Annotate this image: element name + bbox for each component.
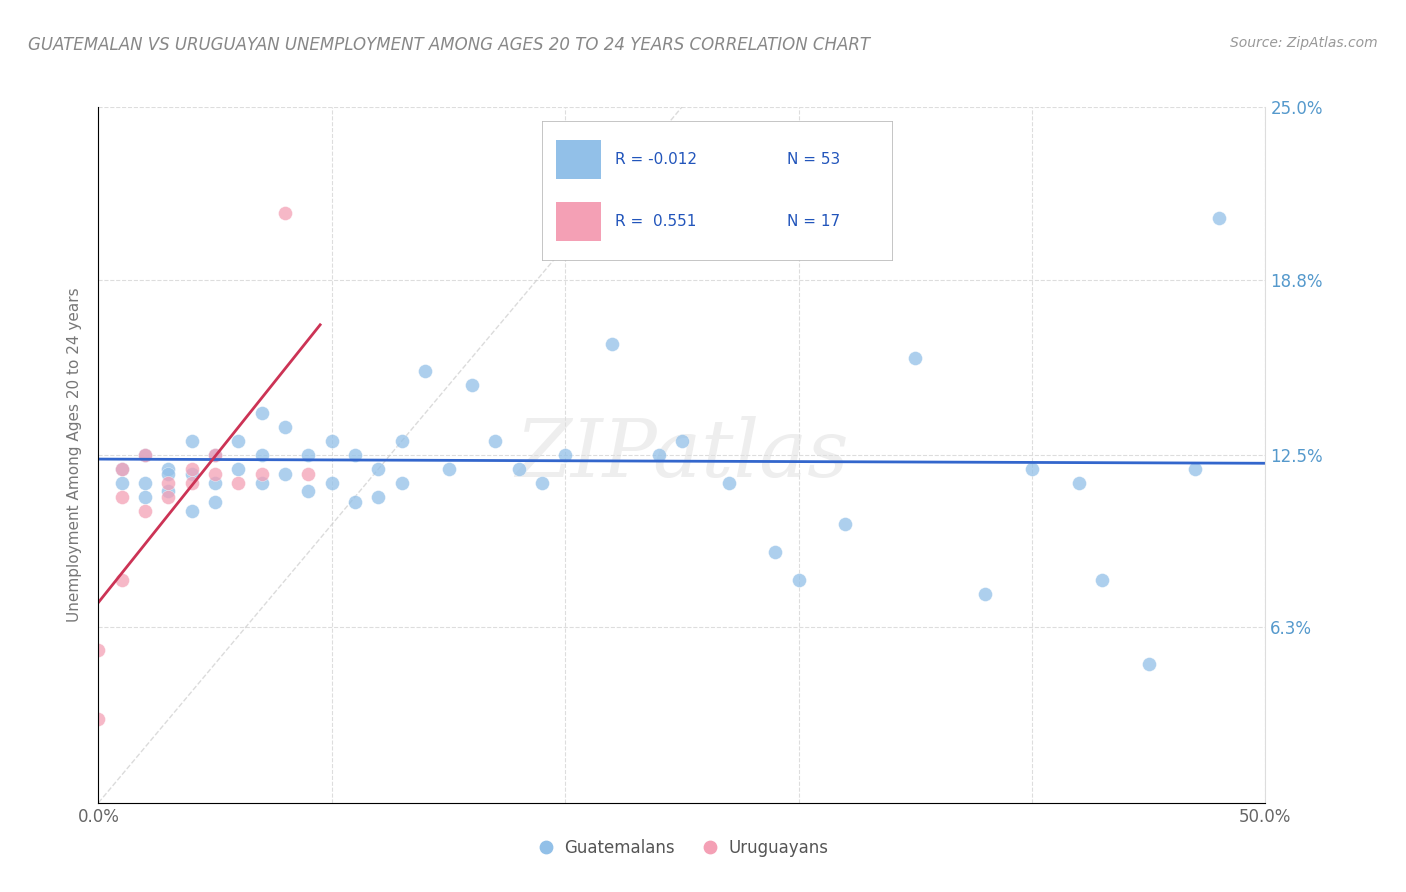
Point [180, 467, 202, 482]
Point [484, 434, 506, 448]
Point [508, 462, 530, 476]
Point [274, 206, 297, 220]
Point [111, 490, 134, 504]
Point [297, 484, 319, 499]
Point [367, 462, 389, 476]
Point [391, 475, 413, 490]
Point [204, 448, 226, 462]
Point [530, 475, 553, 490]
Point [228, 434, 250, 448]
Point [204, 475, 226, 490]
Point [204, 467, 226, 482]
Point [157, 484, 180, 499]
Point [671, 434, 693, 448]
Point [344, 448, 367, 462]
Point [367, 490, 389, 504]
Point [321, 434, 343, 448]
Point [134, 448, 156, 462]
Point [1137, 657, 1160, 671]
Point [1091, 573, 1114, 587]
Point [157, 467, 180, 482]
Point [437, 462, 460, 476]
Point [1021, 462, 1043, 476]
Point [250, 406, 273, 420]
Point [413, 364, 436, 378]
Point [274, 420, 297, 434]
Point [787, 573, 810, 587]
Point [297, 467, 319, 482]
Point [180, 503, 202, 517]
Point [763, 545, 786, 559]
Point [250, 475, 273, 490]
Point [111, 462, 134, 476]
Point [134, 503, 156, 517]
Point [647, 448, 669, 462]
Point [204, 448, 226, 462]
Point [250, 467, 273, 482]
Point [717, 475, 740, 490]
Point [204, 495, 226, 509]
Text: ZIPatlas: ZIPatlas [515, 417, 849, 493]
Point [180, 434, 202, 448]
Point [297, 448, 319, 462]
Point [461, 378, 484, 392]
Point [134, 490, 156, 504]
Point [344, 495, 367, 509]
Point [111, 573, 134, 587]
Point [600, 336, 623, 351]
Point [157, 475, 180, 490]
Point [250, 448, 273, 462]
Legend: Guatemalans, Uruguayans: Guatemalans, Uruguayans [536, 838, 828, 857]
Point [554, 448, 576, 462]
Point [180, 475, 202, 490]
Point [180, 462, 202, 476]
Point [134, 448, 156, 462]
Point [87, 642, 110, 657]
Text: GUATEMALAN VS URUGUAYAN UNEMPLOYMENT AMONG AGES 20 TO 24 YEARS CORRELATION CHART: GUATEMALAN VS URUGUAYAN UNEMPLOYMENT AMO… [28, 36, 870, 54]
Point [134, 475, 156, 490]
Point [1067, 475, 1090, 490]
Point [1208, 211, 1230, 226]
Text: Source: ZipAtlas.com: Source: ZipAtlas.com [1230, 36, 1378, 50]
Y-axis label: Unemployment Among Ages 20 to 24 years: Unemployment Among Ages 20 to 24 years [67, 287, 83, 623]
Point [87, 712, 110, 726]
Point [834, 517, 856, 532]
Point [157, 462, 180, 476]
Point [111, 475, 134, 490]
Point [321, 475, 343, 490]
Point [974, 587, 997, 601]
Point [274, 467, 297, 482]
Point [1184, 462, 1206, 476]
Point [391, 434, 413, 448]
Point [228, 475, 250, 490]
Point [228, 462, 250, 476]
Point [904, 351, 927, 365]
Point [157, 490, 180, 504]
Point [111, 462, 134, 476]
